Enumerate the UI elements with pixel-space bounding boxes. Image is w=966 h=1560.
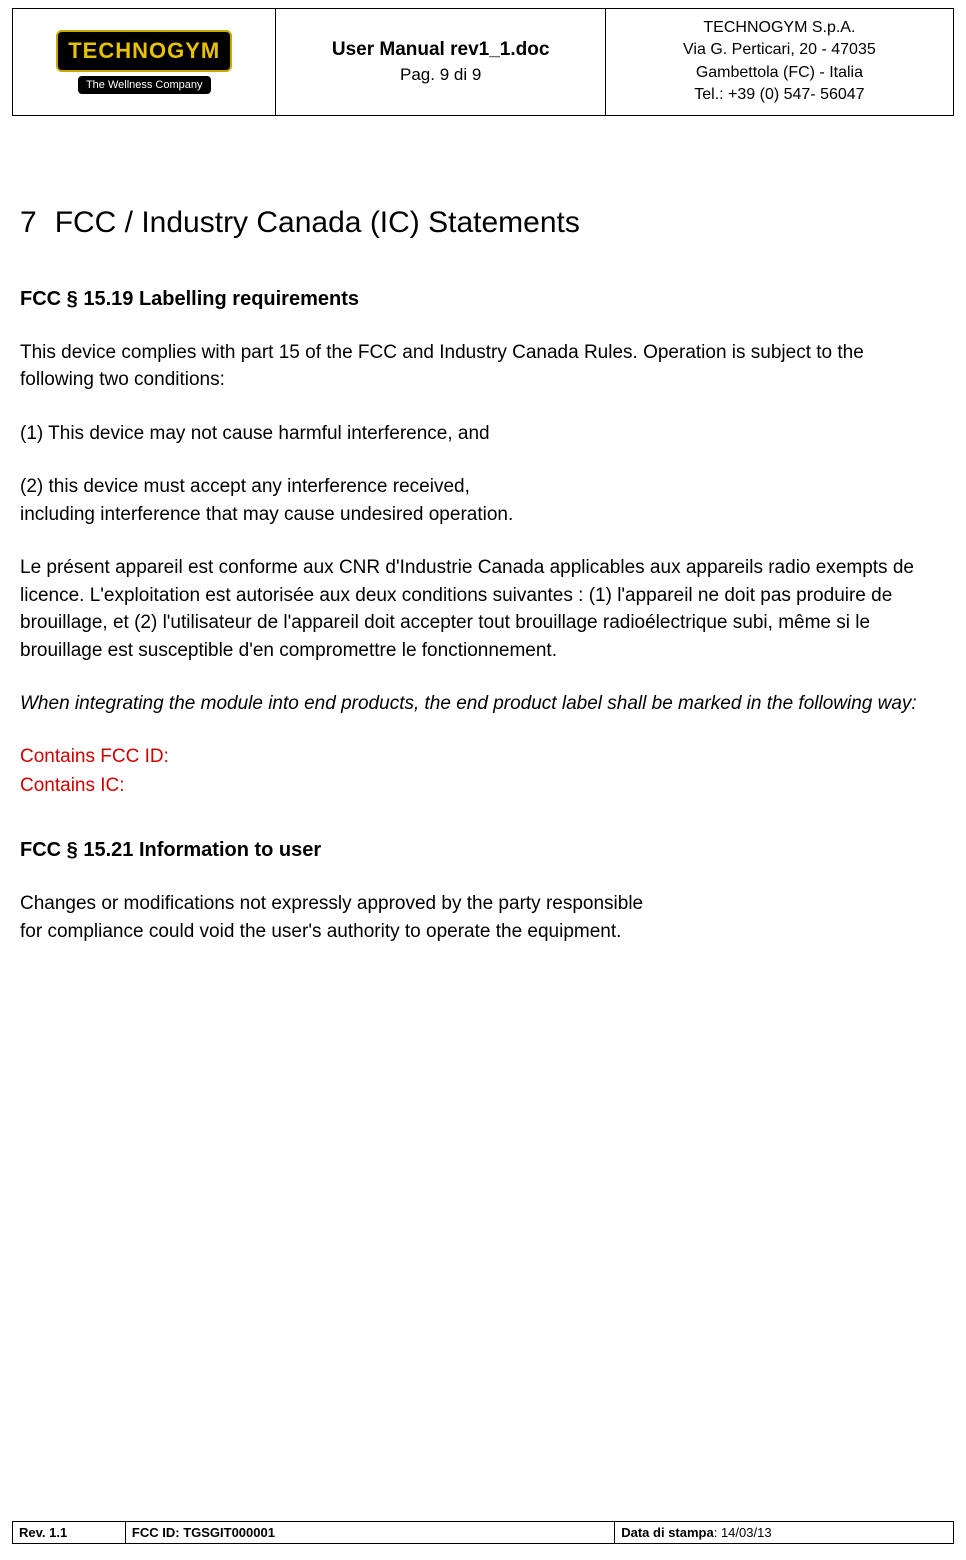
doc-page: Pag. 9 di 9 <box>280 65 600 85</box>
company-line1: TECHNOGYM S.p.A. <box>610 17 949 39</box>
company-line2: Via G. Perticari, 20 - 47035 <box>610 39 949 61</box>
contains-fcc-id: Contains FCC ID: <box>20 744 940 771</box>
fcc1519-p1: This device complies with part 15 of the… <box>20 339 940 394</box>
doc-cell: User Manual rev1_1.doc Pag. 9 di 9 <box>276 9 605 116</box>
footer-date: Data di stampa: 14/03/13 <box>615 1522 954 1544</box>
footer-rev-label: Rev. 1.1 <box>19 1525 67 1540</box>
footer-fcc-value: TGSGIT000001 <box>183 1525 275 1540</box>
fcc1519-p2: (1) This device may not cause harmful in… <box>20 420 940 448</box>
logo-brand: TECHNOGYM <box>56 30 232 72</box>
footer-table: Rev. 1.1 FCC ID: TGSGIT000001 Data di st… <box>12 1521 954 1544</box>
footer-date-value: : 14/03/13 <box>714 1525 772 1540</box>
company-line3: Gambettola (FC) - Italia <box>610 62 949 84</box>
footer-date-label: Data di stampa <box>621 1525 713 1540</box>
footer-fcc: FCC ID: TGSGIT000001 <box>125 1522 614 1544</box>
fcc1519-p3b: including interference that may cause un… <box>20 504 513 525</box>
fcc1519-p3: (2) this device must accept any interfer… <box>20 473 940 528</box>
content: 7 FCC / Industry Canada (IC) Statements F… <box>0 116 966 946</box>
section-title: 7 FCC / Industry Canada (IC) Statements <box>20 206 940 240</box>
footer-rev: Rev. 1.1 <box>13 1522 126 1544</box>
logo-tagline: The Wellness Company <box>78 76 211 94</box>
fcc1521-p1: Changes or modifications not expressly a… <box>20 890 940 945</box>
fcc1519-p5: When integrating the module into end pro… <box>20 690 940 718</box>
fcc1519-p3a: (2) this device must accept any interfer… <box>20 476 470 497</box>
doc-title: User Manual rev1_1.doc <box>280 39 600 61</box>
footer-fcc-label: FCC ID: <box>132 1525 183 1540</box>
red-block: Contains FCC ID: Contains IC: <box>20 744 940 799</box>
fcc1521-p1b: for compliance could void the user's aut… <box>20 921 621 942</box>
fcc1519-p4: Le présent appareil est conforme aux CNR… <box>20 554 940 664</box>
logo-box: TECHNOGYM The Wellness Company <box>17 30 271 94</box>
section-title-text: FCC / Industry Canada (IC) Statements <box>55 206 580 239</box>
fcc1521-p1a: Changes or modifications not expressly a… <box>20 893 643 914</box>
logo-cell: TECHNOGYM The Wellness Company <box>13 9 276 116</box>
section-number: 7 <box>20 206 37 239</box>
company-line4: Tel.: +39 (0) 547- 56047 <box>610 84 949 106</box>
header-table: TECHNOGYM The Wellness Company User Manu… <box>12 8 954 116</box>
company-cell: TECHNOGYM S.p.A. Via G. Perticari, 20 - … <box>605 9 953 116</box>
fcc1521-heading: FCC § 15.21 Information to user <box>20 839 940 862</box>
contains-ic: Contains IC: <box>20 773 940 800</box>
fcc1519-heading: FCC § 15.19 Labelling requirements <box>20 288 940 311</box>
